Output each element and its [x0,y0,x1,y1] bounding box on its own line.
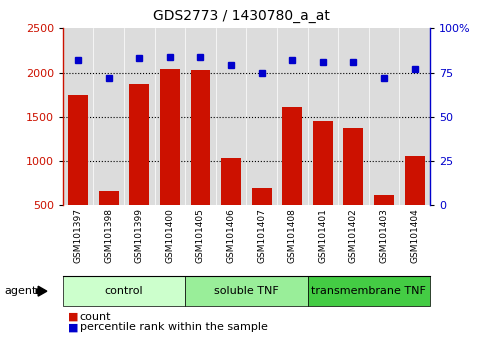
Text: count: count [80,312,111,322]
Bar [221,159,241,205]
Text: percentile rank within the sample: percentile rank within the sample [80,322,268,332]
Bar [313,121,333,205]
Text: ■: ■ [68,322,78,332]
Bar [99,191,119,205]
Text: ■: ■ [68,312,78,322]
Bar [68,95,88,205]
Bar [282,107,302,205]
Text: agent: agent [5,286,37,296]
Bar [252,188,271,205]
Bar [343,129,363,205]
Text: GDS2773 / 1430780_a_at: GDS2773 / 1430780_a_at [153,9,330,23]
Bar [374,195,394,205]
Bar [160,69,180,205]
Text: control: control [105,286,143,296]
Text: soluble TNF: soluble TNF [214,286,279,296]
Bar [129,84,149,205]
Text: transmembrane TNF: transmembrane TNF [311,286,426,296]
Bar [405,156,425,205]
Bar [190,70,211,205]
